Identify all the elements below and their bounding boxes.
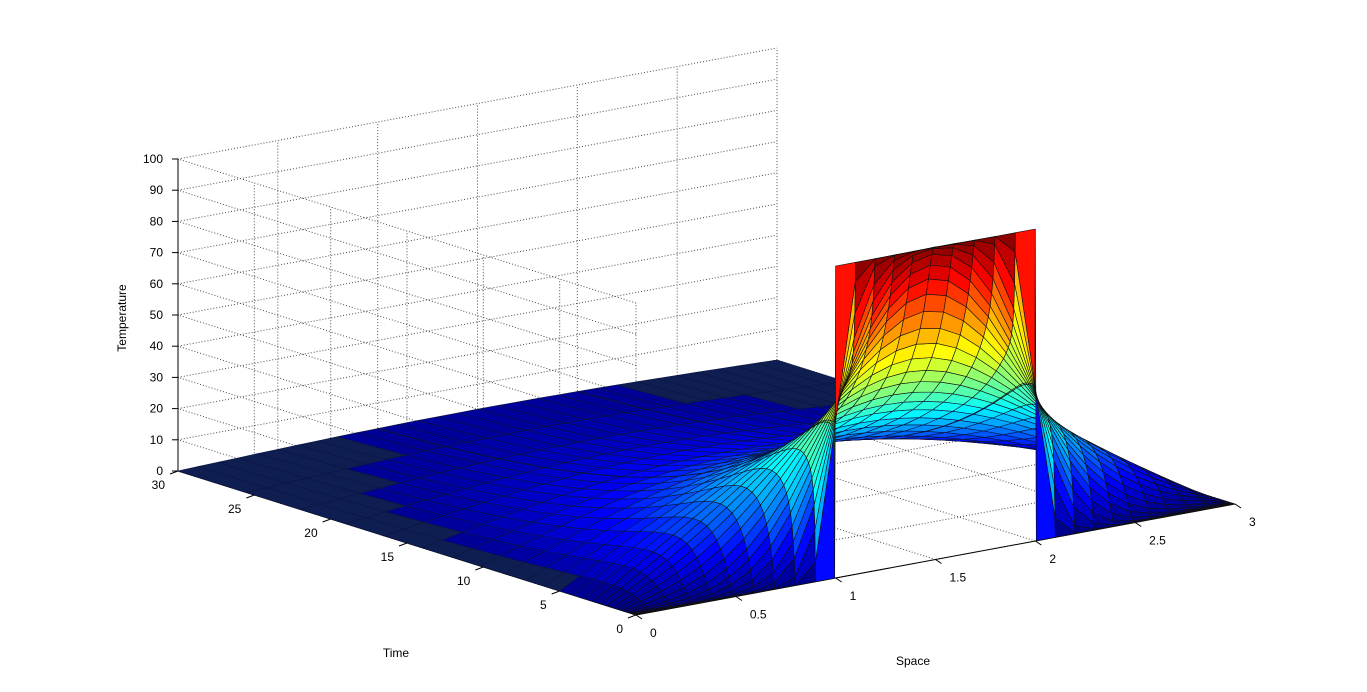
surface-patch bbox=[1214, 503, 1236, 509]
time-tick-label: 20 bbox=[304, 526, 318, 540]
z-tick-label: 10 bbox=[150, 433, 164, 447]
surface-patch bbox=[925, 278, 949, 296]
time-tick-label: 25 bbox=[228, 502, 242, 516]
surface-patch bbox=[923, 293, 947, 313]
z-tick-label: 50 bbox=[150, 308, 164, 322]
z-tick-label: 60 bbox=[150, 277, 164, 291]
time-tick-label: 10 bbox=[457, 574, 471, 588]
space-tick-label: 1.5 bbox=[950, 571, 967, 585]
space-tick-label: 1 bbox=[850, 589, 857, 603]
time-tick-mark bbox=[169, 470, 179, 475]
time-tick-mark bbox=[475, 566, 484, 571]
time-tick-mark bbox=[246, 494, 255, 499]
time-tick-label: 5 bbox=[540, 598, 547, 612]
space-axis-ticks: 0 0.5 1 1.5 2 2.5 3 bbox=[635, 503, 1256, 640]
z-tick-label: 20 bbox=[150, 402, 164, 416]
z-tick-label: 90 bbox=[150, 183, 164, 197]
z-tick-label: 80 bbox=[150, 214, 164, 228]
temperature-surface bbox=[177, 228, 1236, 616]
time-tick-label: 15 bbox=[381, 550, 395, 564]
time-tick-mark bbox=[551, 590, 560, 595]
space-tick-mark bbox=[835, 577, 842, 583]
space-tick-mark bbox=[1134, 522, 1142, 527]
time-tick-label: 30 bbox=[152, 478, 166, 492]
space-tick-mark bbox=[635, 614, 643, 620]
surface-patch bbox=[929, 254, 953, 268]
z-axis-label: Temperature bbox=[115, 284, 129, 352]
z-tick-label: 0 bbox=[156, 464, 163, 478]
time-axis-ticks: 0 5 10 15 20 25 30 bbox=[152, 470, 637, 636]
z-tick-label: 100 bbox=[143, 152, 163, 166]
space-tick-label: 2 bbox=[1049, 552, 1056, 566]
z-axis-ticks: 0 10 20 30 40 50 60 70 80 90 100 bbox=[143, 152, 178, 478]
y-axis-label: Time bbox=[383, 646, 410, 660]
space-tick-mark bbox=[1234, 503, 1242, 509]
space-tick-label: 2.5 bbox=[1149, 534, 1166, 548]
space-tick-label: 3 bbox=[1249, 515, 1256, 529]
x-axis-label: Space bbox=[896, 654, 930, 668]
z-grid-line-9 bbox=[177, 78, 778, 335]
time-tick-mark bbox=[398, 542, 408, 547]
space-tick-label: 0.5 bbox=[750, 608, 767, 622]
z-tick-label: 40 bbox=[150, 339, 164, 353]
space-tick-mark bbox=[935, 559, 942, 564]
surface-patch bbox=[919, 311, 944, 329]
time-tick-mark bbox=[627, 614, 637, 619]
time-tick-label: 0 bbox=[616, 622, 623, 636]
z-tick-label: 30 bbox=[150, 370, 164, 384]
space-tick-label: 0 bbox=[650, 626, 657, 640]
space-tick-mark bbox=[735, 596, 743, 601]
space-tick-mark bbox=[1035, 540, 1042, 546]
z-tick-label: 70 bbox=[150, 246, 164, 260]
surface-patch bbox=[928, 264, 951, 282]
time-tick-mark bbox=[322, 518, 331, 523]
